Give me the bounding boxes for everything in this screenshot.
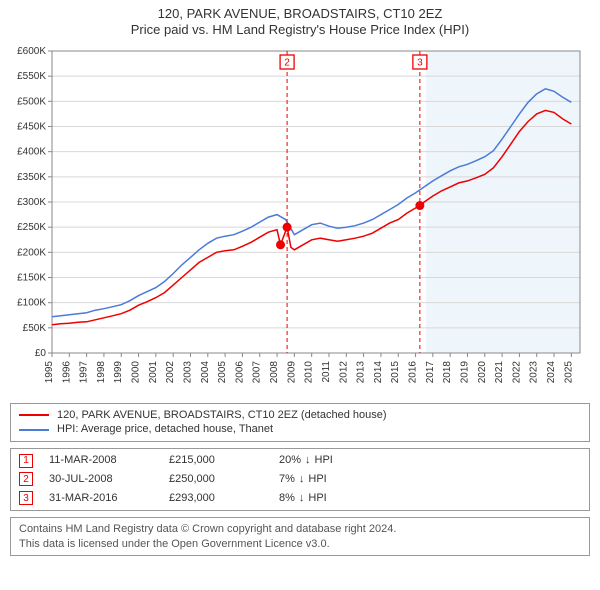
svg-text:2011: 2011 [321,360,332,382]
transaction-price: £293,000 [169,491,279,506]
svg-text:1997: 1997 [79,360,90,383]
footer-line-1: Contains HM Land Registry data © Crown c… [19,522,581,537]
svg-text:1998: 1998 [96,360,107,383]
title-line-1: 120, PARK AVENUE, BROADSTAIRS, CT10 2EZ [10,6,590,22]
svg-text:2015: 2015 [390,360,401,383]
legend-item: 120, PARK AVENUE, BROADSTAIRS, CT10 2EZ … [19,408,581,423]
svg-text:£50K: £50K [23,322,47,333]
svg-text:£500K: £500K [17,96,46,107]
svg-text:£450K: £450K [17,121,46,132]
svg-text:1999: 1999 [113,360,124,383]
svg-text:2: 2 [284,57,290,68]
svg-text:2008: 2008 [269,360,280,383]
svg-text:2012: 2012 [338,360,349,383]
legend-swatch [19,414,49,416]
svg-text:2021: 2021 [494,360,505,383]
transaction-date: 11-MAR-2008 [49,453,169,468]
svg-text:£0: £0 [35,348,47,359]
transaction-delta: 8%↓HPI [279,491,581,506]
svg-text:2000: 2000 [131,360,142,383]
transaction-delta: 7%↓HPI [279,472,581,487]
arrow-down-icon: ↓ [299,472,305,487]
transaction-badge: 2 [19,472,33,486]
svg-text:2022: 2022 [511,360,522,383]
footer-line-2: This data is licensed under the Open Gov… [19,537,581,552]
svg-text:2025: 2025 [563,360,574,383]
svg-text:2013: 2013 [356,360,367,383]
svg-text:2002: 2002 [165,360,176,383]
svg-text:£250K: £250K [17,222,46,233]
svg-text:£200K: £200K [17,247,46,258]
svg-text:2001: 2001 [148,360,159,383]
legend-swatch [19,429,49,431]
svg-text:2017: 2017 [425,360,436,383]
svg-text:2009: 2009 [286,360,297,383]
svg-text:£100K: £100K [17,297,46,308]
footer-box: Contains HM Land Registry data © Crown c… [10,517,590,557]
svg-text:£300K: £300K [17,197,46,208]
svg-text:3: 3 [417,57,423,68]
svg-text:1996: 1996 [61,360,72,383]
legend-box: 120, PARK AVENUE, BROADSTAIRS, CT10 2EZ … [10,403,590,443]
transaction-price: £250,000 [169,472,279,487]
line-chart-svg: £0 £50K £100K £150K £200K £250K £300K £350K £400… [10,47,590,397]
transaction-badge: 3 [19,491,33,505]
svg-text:1995: 1995 [44,360,55,383]
arrow-down-icon: ↓ [299,491,305,506]
svg-text:2006: 2006 [234,360,245,383]
svg-text:2007: 2007 [252,360,263,383]
svg-text:2003: 2003 [182,360,193,383]
svg-text:2019: 2019 [459,360,470,383]
svg-text:£350K: £350K [17,171,46,182]
svg-text:2014: 2014 [373,360,384,383]
transaction-date: 31-MAR-2016 [49,491,169,506]
title-line-2: Price paid vs. HM Land Registry's House … [10,22,590,38]
svg-text:£600K: £600K [17,47,46,57]
svg-text:2018: 2018 [442,360,453,383]
svg-text:£400K: £400K [17,146,46,157]
svg-text:£550K: £550K [17,71,46,82]
legend-label: 120, PARK AVENUE, BROADSTAIRS, CT10 2EZ … [57,408,387,423]
legend-label: HPI: Average price, detached house, Than… [57,422,273,437]
transaction-badge: 1 [19,454,33,468]
svg-text:2024: 2024 [546,360,557,383]
svg-text:£150K: £150K [17,272,46,283]
svg-text:2016: 2016 [408,360,419,383]
transaction-price: £215,000 [169,453,279,468]
transaction-delta: 20%↓HPI [279,453,581,468]
transaction-date: 30-JUL-2008 [49,472,169,487]
transactions-box: 1 11-MAR-2008£215,00020%↓HPI 2 30-JUL-2008£… [10,448,590,511]
svg-text:2005: 2005 [217,360,228,383]
legend-item: HPI: Average price, detached house, Than… [19,422,581,437]
svg-text:2004: 2004 [200,360,211,383]
chart-title: 120, PARK AVENUE, BROADSTAIRS, CT10 2EZ … [10,6,590,39]
svg-text:2023: 2023 [529,360,540,383]
svg-text:2020: 2020 [477,360,488,383]
arrow-down-icon: ↓ [305,453,311,468]
svg-text:2010: 2010 [304,360,315,383]
chart-area: £0 £50K £100K £150K £200K £250K £300K £350K £400… [10,47,590,397]
